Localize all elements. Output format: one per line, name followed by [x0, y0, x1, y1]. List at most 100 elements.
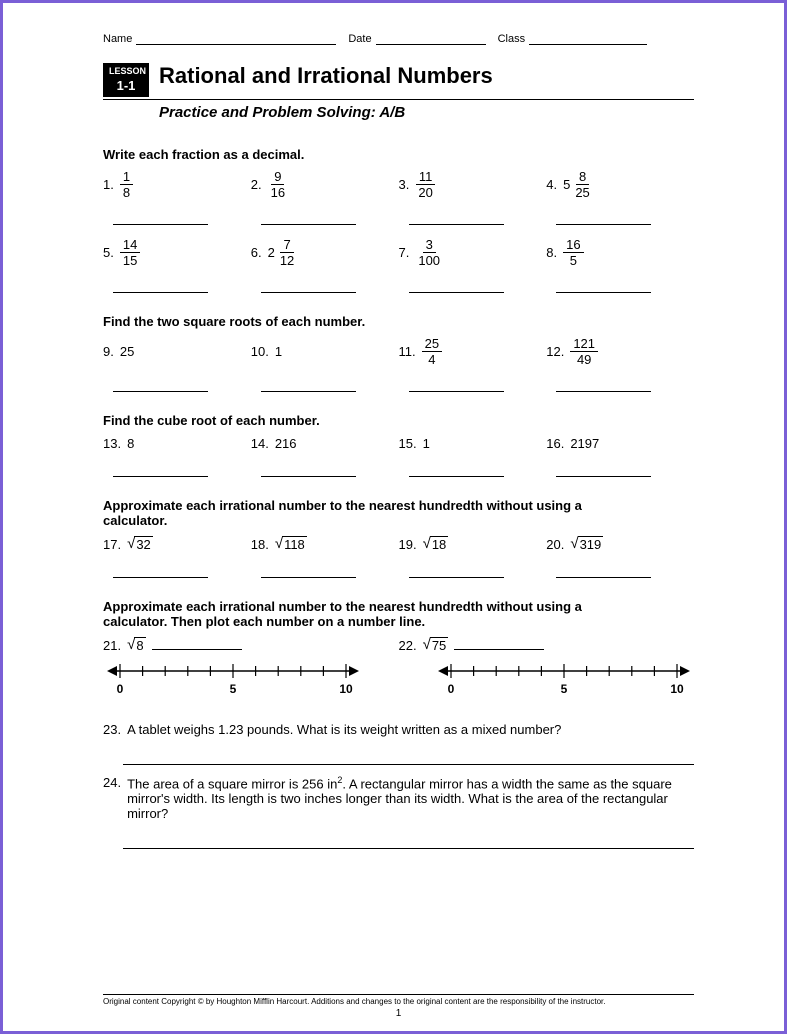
question-number: 9.: [103, 344, 114, 359]
fraction: 3100: [415, 238, 443, 267]
q23-text: A tablet weighs 1.23 pounds. What is its…: [127, 722, 561, 737]
question-cell: 5.1415: [103, 238, 251, 267]
name-label: Name: [103, 33, 132, 45]
section4-heading: Approximate each irrational number to th…: [103, 498, 603, 528]
answer-blank[interactable]: [113, 281, 208, 293]
svg-text:10: 10: [670, 682, 684, 696]
q22-blank[interactable]: [454, 640, 544, 650]
question-number: 18.: [251, 537, 269, 552]
fraction: 825: [572, 170, 592, 199]
answer-blank[interactable]: [409, 281, 504, 293]
section5-items: 21. √8 22. √75: [103, 637, 694, 653]
date-label: Date: [348, 33, 371, 45]
q24-text: The area of a square mirror is 256 in2. …: [127, 775, 694, 821]
answer-blank[interactable]: [261, 281, 356, 293]
q21-blank[interactable]: [152, 640, 242, 650]
answer-blank[interactable]: [556, 566, 651, 578]
q24-blank[interactable]: [123, 837, 694, 849]
sqrt: √319: [570, 536, 603, 552]
question-number: 19.: [399, 537, 417, 552]
question-cell: 16.2197: [546, 436, 694, 451]
question-cell: 8. 165: [546, 238, 694, 267]
answer-blank[interactable]: [261, 213, 356, 225]
answer-blank[interactable]: [409, 213, 504, 225]
footer: Original content Copyright © by Houghton…: [103, 994, 694, 1019]
answer-blank[interactable]: [113, 213, 208, 225]
question-number: 14.: [251, 436, 269, 451]
numberline-2: 0510: [434, 661, 694, 708]
section1-grid: 1.182.9163. 1120 4.5825 5.14156.27127. 3100 8…: [103, 170, 694, 296]
question-number: 15.: [399, 436, 417, 451]
numberline-1: 0 5 10: [103, 661, 363, 708]
question-number: 16.: [546, 436, 564, 451]
fraction: 1415: [120, 238, 140, 267]
svg-text:5: 5: [230, 682, 237, 696]
date-blank[interactable]: [376, 44, 486, 45]
section3-grid: 13.814.21615.116.2197: [103, 436, 694, 480]
page-number: 1: [103, 1008, 694, 1019]
answer-blank[interactable]: [113, 380, 208, 392]
question-cell: 1.18: [103, 170, 251, 199]
mixed-number: 5825: [563, 170, 593, 199]
answer-blank[interactable]: [556, 281, 651, 293]
svg-text:0: 0: [117, 682, 124, 696]
fraction: 1120: [415, 170, 435, 199]
numberline-row: 0 5 10 0 5 10: [103, 661, 694, 708]
question-number: 7.: [399, 245, 410, 260]
fraction: 18: [120, 170, 133, 199]
answer-blank[interactable]: [556, 213, 651, 225]
numberline-svg: 0 5 10: [103, 661, 363, 705]
question-cell: 12.12149: [546, 337, 694, 366]
question-cell: 6.2712: [251, 238, 399, 267]
q21-sqrt: √8: [127, 637, 145, 653]
question-cell: 2.916: [251, 170, 399, 199]
question-cell: 4.5825: [546, 170, 694, 199]
class-blank[interactable]: [529, 44, 647, 45]
question-number: 10.: [251, 344, 269, 359]
copyright-text: Original content Copyright © by Houghton…: [103, 997, 694, 1006]
answer-blank[interactable]: [556, 380, 651, 392]
mixed-number: 2712: [268, 238, 298, 267]
q23: 23. A tablet weighs 1.23 pounds. What is…: [103, 722, 694, 737]
svg-text:10: 10: [339, 682, 353, 696]
q24: 24. The area of a square mirror is 256 i…: [103, 775, 694, 821]
question-number: 8.: [546, 245, 557, 260]
q23-num: 23.: [103, 722, 121, 737]
answer-blank[interactable]: [113, 566, 208, 578]
q23-blank[interactable]: [123, 753, 694, 765]
question-cell: 20.√319: [546, 536, 694, 552]
answer-blank[interactable]: [261, 566, 356, 578]
question-cell: 7. 3100: [399, 238, 547, 267]
answer-blank[interactable]: [409, 465, 504, 477]
fraction: 165: [563, 238, 583, 267]
sqrt: √118: [275, 536, 307, 552]
svg-text:5: 5: [561, 682, 568, 696]
q22-sqrt: √75: [423, 637, 449, 653]
question-cell: 15.1: [399, 436, 547, 451]
question-number: 12.: [546, 344, 564, 359]
section3-heading: Find the cube root of each number.: [103, 413, 694, 428]
question-number: 3.: [399, 177, 410, 192]
class-label: Class: [498, 33, 526, 45]
answer-blank[interactable]: [261, 465, 356, 477]
answer-blank[interactable]: [409, 566, 504, 578]
answer-blank[interactable]: [113, 465, 208, 477]
question-number: 13.: [103, 436, 121, 451]
name-blank[interactable]: [136, 44, 336, 45]
section4-grid: 17.√3218.√11819.√1820.√319: [103, 536, 694, 581]
answer-blank[interactable]: [261, 380, 356, 392]
question-cell: 18. √118: [251, 536, 399, 552]
title-block: LESSON 1-1 Rational and Irrational Numbe…: [103, 63, 694, 100]
answer-blank[interactable]: [409, 380, 504, 392]
section2-heading: Find the two square roots of each number…: [103, 314, 694, 329]
fraction: 254: [422, 337, 442, 366]
sqrt: √32: [127, 536, 153, 552]
fraction: 916: [268, 170, 288, 199]
section1-heading: Write each fraction as a decimal.: [103, 147, 694, 162]
question-cell: 11.254: [399, 337, 547, 366]
question-cell: 9.25: [103, 337, 251, 366]
question-cell: 13.8: [103, 436, 251, 451]
lesson-number: 1-1: [109, 76, 143, 97]
question-cell: 19.√18: [399, 536, 547, 552]
answer-blank[interactable]: [556, 465, 651, 477]
